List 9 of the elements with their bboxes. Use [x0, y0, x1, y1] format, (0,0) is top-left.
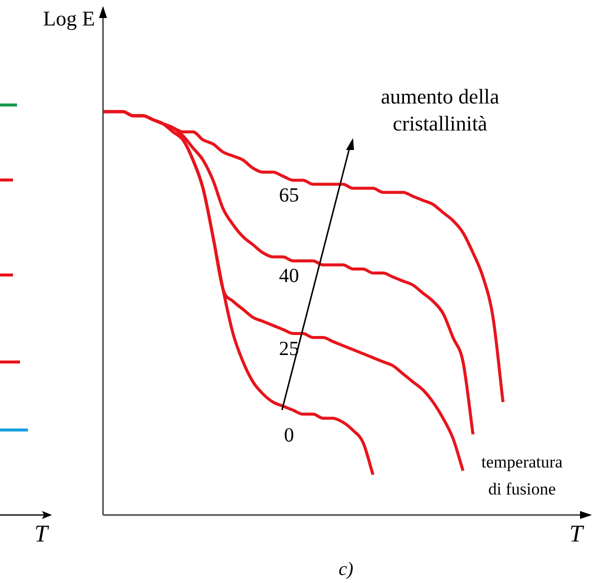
- x-axis-title: T: [569, 521, 584, 548]
- text: c): [338, 559, 354, 580]
- series-label: 65: [279, 184, 299, 206]
- annotation: aumento della cristallinità: [380, 84, 500, 136]
- text: T: [34, 521, 50, 548]
- series-label: 40: [279, 265, 299, 288]
- series-label: 0: [284, 424, 294, 446]
- annotation: temperatura di fusione: [481, 452, 564, 498]
- y-axis-title: Log E: [43, 6, 95, 31]
